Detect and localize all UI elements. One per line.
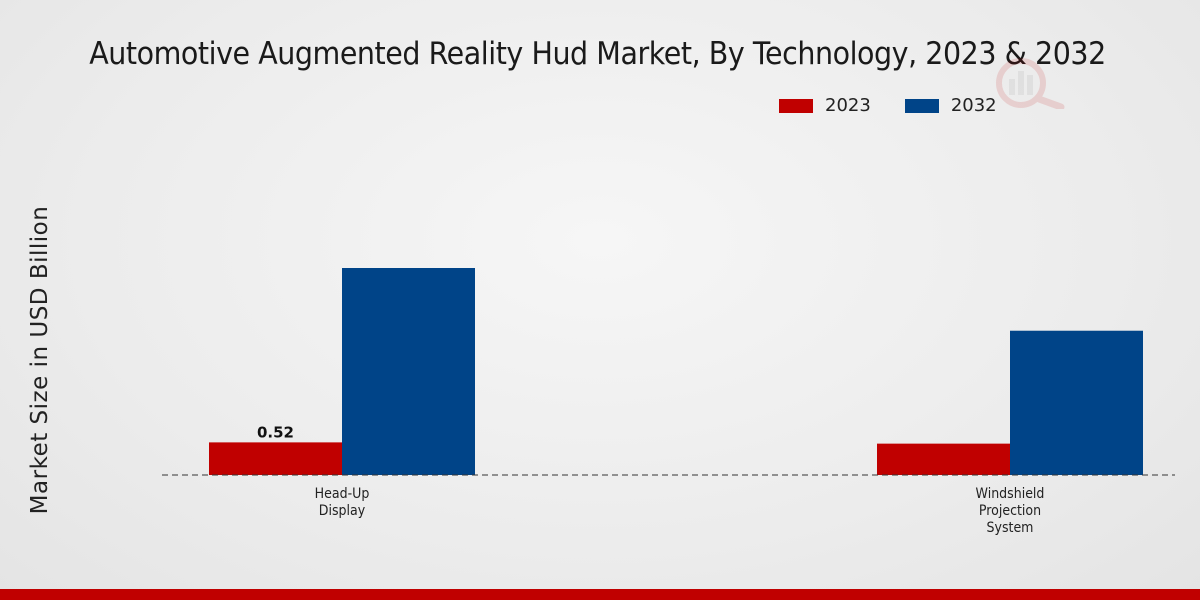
- legend-swatch-2032: [904, 98, 939, 113]
- bar-2023-0: [209, 442, 342, 475]
- watermark-logo-icon: [996, 58, 1065, 109]
- x-tick-label-1: Windshield Projection System: [976, 486, 1045, 536]
- x-tick-label-0: Head-Up Display: [315, 486, 370, 519]
- legend-label-2023: 2023: [825, 95, 871, 116]
- data-label-2023-0: 0.52: [257, 423, 294, 441]
- legend: 2023 2032: [779, 95, 1031, 116]
- legend-label-2032: 2032: [950, 95, 997, 116]
- chart-title: Automotive Augmented Reality Hud Market,…: [89, 36, 1106, 72]
- bar-2023-1: [877, 443, 1010, 475]
- legend-item-2032: 2032: [904, 95, 997, 116]
- legend-item-2023: 2023: [779, 95, 871, 116]
- bar-2032-1: [1010, 330, 1143, 475]
- legend-swatch-2023: [779, 98, 813, 113]
- footer-bar: [0, 589, 1200, 600]
- bar-2032-0: [342, 268, 475, 475]
